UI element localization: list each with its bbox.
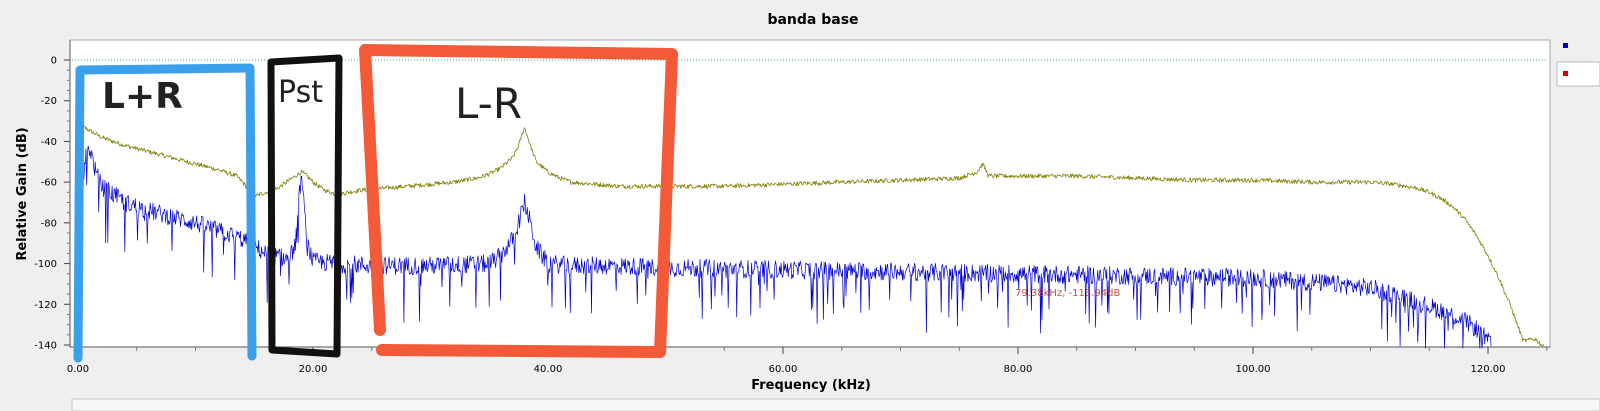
y-tick-label: 0 [51, 56, 57, 67]
x-tick-label: 120.00 [1471, 364, 1506, 375]
x-axis-label: Frequency (kHz) [751, 378, 871, 393]
marker-readout: 79.38kHz, -113.94dB [1015, 288, 1120, 299]
y-tick-label: -120 [34, 300, 57, 311]
x-tick-label: 60.00 [769, 364, 798, 375]
annotation-boxes: L+R Pst L-R [73, 44, 678, 363]
annotation-lr-sum: L+R [102, 76, 183, 117]
annotation-lr-diff: L-R [455, 79, 522, 128]
x-tick-label: 0.00 [67, 364, 89, 375]
annotation-pilot: Pst [278, 75, 323, 110]
series-line-yellow [77, 125, 1545, 347]
x-tick-label: 20.00 [299, 364, 328, 375]
legend-swatch-red[interactable] [1563, 71, 1568, 76]
x-tick-label: 100.00 [1236, 364, 1271, 375]
x-tick-label: 80.00 [1004, 364, 1033, 375]
y-tick-label: -80 [41, 218, 57, 229]
y-axis: 0 -20 -40 -60 -80 -100 -120 -140 [34, 40, 71, 352]
lr-sum-box [73, 63, 257, 363]
y-tick-label: -60 [41, 178, 57, 189]
x-tick-label: 40.00 [534, 364, 563, 375]
lr-diff-box [359, 44, 678, 358]
pilot-box [267, 54, 343, 358]
chart-title: banda base [767, 12, 858, 28]
legend-swatch-blue[interactable] [1563, 43, 1568, 48]
y-tick-label: -20 [41, 96, 57, 107]
series-line-blue [83, 145, 1492, 349]
y-tick-label: -100 [34, 259, 57, 270]
y-tick-label: -140 [34, 341, 57, 352]
plot-area[interactable] [69, 39, 1551, 348]
y-axis-label: Relative Gain (dB) [15, 127, 30, 260]
y-tick-label: -40 [41, 137, 57, 148]
bottom-panel [71, 398, 1600, 411]
